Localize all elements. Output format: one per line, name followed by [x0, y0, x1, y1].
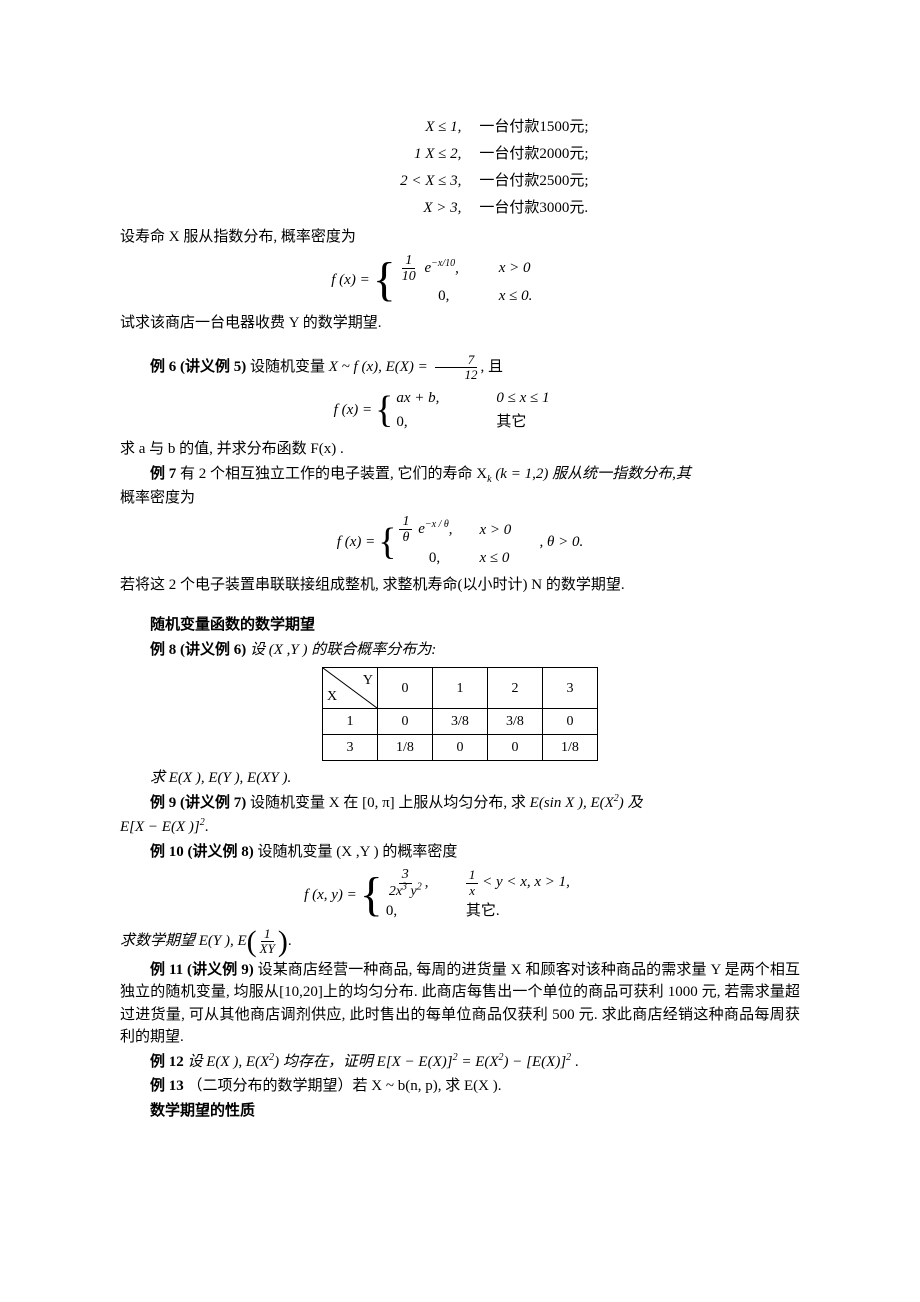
intro-density-lhs: f (x) = — [331, 269, 369, 292]
case-cond-2: 1 X ≤ 2, — [331, 141, 479, 168]
ex10-ask: 求数学期望 E(Y ), E(1XY). — [120, 927, 800, 957]
example-13: 例 13 （二项分布的数学期望）若 X ~ b(n, p), 求 E(X ). — [120, 1075, 800, 1098]
case-pay-1: 一台付款1500元; — [479, 114, 588, 141]
ex11-title: 例 11 (讲义例 9) — [150, 962, 254, 978]
brace-icon: { — [360, 871, 383, 919]
intro-density: f (x) = { 110 e−x/10, x > 0 0, x ≤ 0. — [120, 253, 800, 309]
ex6-title: 例 6 (讲义例 5) — [150, 359, 246, 375]
example-10: 例 10 (讲义例 8) 设随机变量 (X ,Y ) 的概率密度 — [120, 841, 800, 864]
ex10-title: 例 10 (讲义例 8) — [150, 844, 254, 860]
ex8-ask: 求 E(X ), E(Y ), E(XY ). — [120, 767, 800, 790]
case-cond-3: 2 < X ≤ 3, — [331, 168, 479, 195]
table-col-head: 3 — [543, 668, 598, 709]
table-row: 1 0 3/8 3/8 0 — [323, 709, 598, 735]
ex13-title: 例 13 — [150, 1078, 184, 1094]
example-12: 例 12 设 E(X ), E(X2) 均存在，证明 E[X − E(X)]2 … — [120, 1051, 800, 1074]
brace-icon: { — [375, 391, 393, 429]
ex9-title: 例 9 (讲义例 7) — [150, 795, 246, 811]
case-pay-2: 一台付款2000元; — [479, 141, 588, 168]
ex10-density: f (x, y) = { 3 2x3 y2 , 1x < y < x, x > … — [120, 867, 800, 923]
example-8: 例 8 (讲义例 6) 设 (X ,Y ) 的联合概率分布为: — [120, 639, 800, 662]
case-cond-4: X > 3, — [331, 195, 479, 222]
case-pay-4: 一台付款3000元. — [479, 195, 588, 222]
table-diag-cell: Y X — [323, 668, 378, 709]
case-cond-1: X ≤ 1, — [331, 114, 479, 141]
ex7-title: 例 7 — [150, 466, 176, 482]
case-pay-3: 一台付款2500元; — [479, 168, 588, 195]
brace-icon: { — [373, 256, 396, 304]
ex12-title: 例 12 — [150, 1054, 184, 1070]
ex8-title: 例 8 (讲义例 6) — [150, 642, 246, 658]
ex7-density: f (x) = { 1θ e−x / θ, x > 0 0, x ≤ 0 , θ… — [120, 514, 800, 570]
table-row: 3 1/8 0 0 1/8 — [323, 735, 598, 761]
intro-exp-line: 设寿命 X 服从指数分布, 概率密度为 — [120, 226, 800, 249]
example-9: 例 9 (讲义例 7) 设随机变量 X 在 [0, π] 上服从均匀分布, 求 … — [120, 792, 800, 815]
section-rv-function: 随机变量函数的数学期望 — [120, 614, 800, 637]
table-col-head: 2 — [488, 668, 543, 709]
intro-ask: 试求该商店一台电器收费 Y 的数学期望. — [120, 312, 800, 335]
example-7: 例 7 有 2 个相互独立工作的电子装置, 它们的寿命 Xk (k = 1,2)… — [120, 463, 800, 486]
joint-prob-table: Y X 0 1 2 3 1 0 3/8 3/8 0 3 1/8 0 0 1/8 — [322, 667, 598, 761]
example-11: 例 11 (讲义例 9) 设某商店经营一种商品, 每周的进货量 X 和顾客对该种… — [120, 959, 800, 1049]
section-expectation-properties: 数学期望的性质 — [120, 1100, 800, 1123]
page-container: X ≤ 1,一台付款1500元; 1 X ≤ 2,一台付款2000元; 2 < … — [0, 0, 920, 1302]
payment-cases: X ≤ 1,一台付款1500元; 1 X ≤ 2,一台付款2000元; 2 < … — [120, 114, 800, 222]
ex7-ask: 若将这 2 个电子装置串联联接组成整机, 求整机寿命(以小时计) N 的数学期望… — [120, 574, 800, 597]
brace-icon: { — [378, 523, 396, 561]
ex6-ask: 求 a 与 b 的值, 并求分布函数 F(x) . — [120, 438, 800, 461]
example-9-line2: E[X − E(X )]2. — [120, 816, 800, 839]
table-col-head: 1 — [433, 668, 488, 709]
table-col-head: 0 — [378, 668, 433, 709]
ex7-line2: 概率密度为 — [120, 487, 800, 510]
ex6-density: f (x) = { ax + b,0 ≤ x ≤ 1 0,其它 — [120, 386, 800, 434]
example-6: 例 6 (讲义例 5) 设随机变量 X ~ f (x), E(X) = 712,… — [120, 353, 800, 383]
